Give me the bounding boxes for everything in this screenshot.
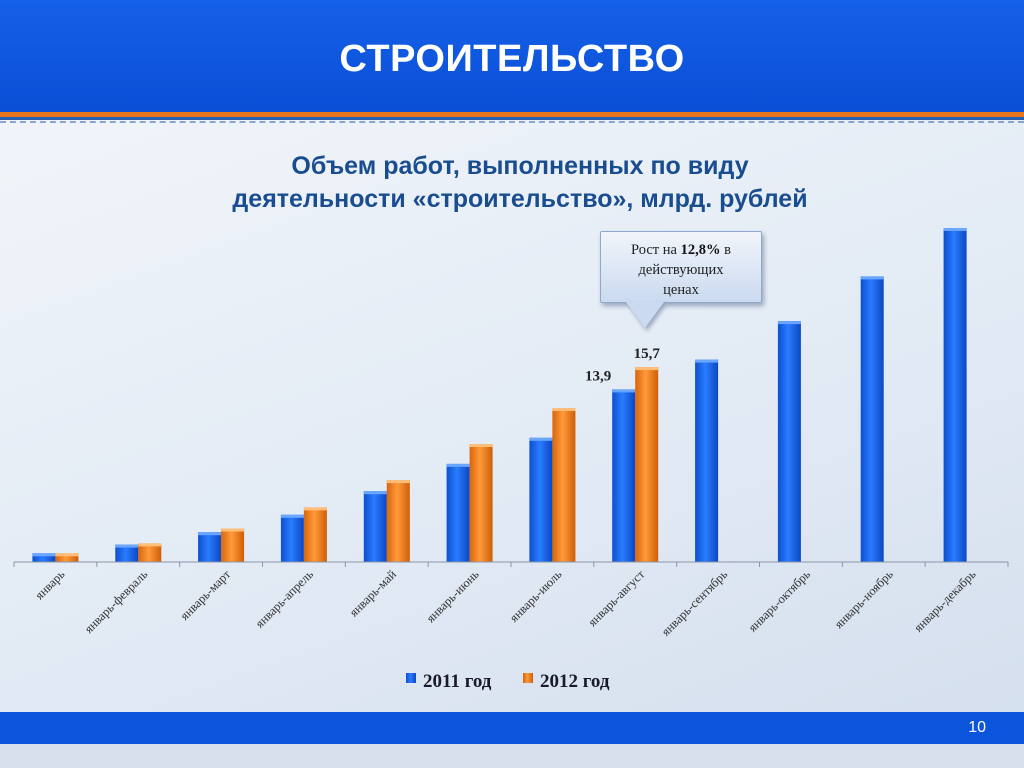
- bar-top-1-7: [635, 367, 659, 371]
- header-dashed-line: [0, 121, 1024, 123]
- x-tick-label-8: январь-сентябрь: [659, 567, 731, 639]
- legend-swatch-0: [406, 673, 416, 683]
- bar-top-0-4: [363, 491, 387, 495]
- bar-2011-8: [695, 359, 719, 562]
- data-label-0: 13,9: [585, 368, 611, 384]
- footer-bar: [0, 712, 1024, 744]
- bar-2011-9: [777, 321, 801, 562]
- bar-2011-7: [612, 389, 636, 562]
- chart-title-line-2: деятельности «строительство», млрд. рубл…: [232, 185, 808, 213]
- bar-2012-7: [635, 367, 659, 562]
- header-bar: [0, 0, 1024, 112]
- legend-swatch-1: [523, 673, 533, 683]
- bottom-band: [0, 744, 1024, 768]
- bar-top-1-4: [386, 480, 410, 484]
- bar-top-1-0: [55, 553, 79, 557]
- bar-top-0-3: [280, 514, 304, 518]
- x-tick-label-6: январь-июль: [507, 567, 565, 625]
- data-label-1: 15,7: [634, 346, 661, 362]
- bar-2011-11: [943, 228, 967, 562]
- x-tick-label-3: январь-апрель: [253, 567, 317, 631]
- x-tick-label-2: январь-март: [178, 567, 234, 623]
- bar-2011-3: [280, 514, 304, 562]
- x-tick-label-7: январь-август: [585, 567, 647, 629]
- bar-top-0-10: [860, 276, 884, 280]
- bar-top-1-5: [469, 444, 493, 447]
- bar-2012-6: [552, 408, 576, 562]
- bar-2012-3: [303, 507, 327, 562]
- bar-2012-1: [138, 543, 162, 562]
- x-tick-label-11: январь-декабрь: [911, 567, 979, 635]
- bar-top-0-7: [612, 389, 636, 393]
- bar-2011-10: [860, 276, 884, 562]
- bar-top-1-1: [138, 543, 162, 547]
- bar-top-0-1: [115, 544, 139, 548]
- bar-top-1-2: [221, 528, 245, 532]
- bar-top-1-6: [552, 408, 576, 411]
- bar-top-0-9: [777, 321, 801, 325]
- x-tick-label-0: январь: [32, 567, 67, 602]
- bar-2011-4: [363, 491, 387, 562]
- chart-title-line-1: Объем работ, выполненных по виду: [291, 152, 749, 180]
- bar-chart: январь январь-февраль январь-март январь-ап…: [13, 228, 1009, 692]
- bar-2011-2: [198, 532, 222, 562]
- bar-top-0-2: [198, 532, 222, 536]
- bar-2012-4: [386, 480, 410, 562]
- bar-2011-0: [32, 553, 56, 562]
- chart-title: Объем работ, выполненных по виду деятель…: [180, 150, 860, 216]
- bar-top-0-8: [695, 359, 719, 363]
- callout-line-3: ценах: [663, 282, 699, 298]
- legend-label-1: 2012 год: [540, 671, 610, 692]
- bar-2011-5: [446, 463, 470, 562]
- growth-callout: Рост на 12,8% в действующих ценах: [600, 231, 762, 303]
- bar-2012-5: [469, 444, 493, 562]
- bar-2012-0: [55, 553, 79, 562]
- bar-2011-1: [115, 544, 139, 562]
- callout-line-2: действующих: [638, 262, 724, 278]
- callout-value: 12,8%: [680, 242, 721, 258]
- bar-top-0-6: [529, 437, 553, 441]
- bar-top-0-11: [943, 228, 967, 231]
- x-tick-label-10: январь-ноябрь: [832, 567, 896, 631]
- header-orange-stripe: [0, 112, 1024, 117]
- header-blue-stripe: [0, 117, 1024, 120]
- x-tick-label-9: январь-октябрь: [746, 567, 814, 635]
- bar-top-0-5: [446, 463, 470, 467]
- bar-top-1-3: [303, 507, 327, 511]
- x-tick-label-5: январь-июнь: [424, 567, 482, 625]
- legend-label-0: 2011 год: [423, 671, 492, 692]
- bar-2012-2: [221, 528, 245, 562]
- page-number: 10: [968, 719, 986, 736]
- callout-prefix: Рост на: [631, 242, 681, 258]
- x-tick-label-1: январь-февраль: [82, 567, 151, 636]
- bar-top-0-0: [32, 553, 56, 557]
- bar-2011-6: [529, 437, 553, 562]
- callout-pointer: [626, 302, 664, 328]
- slide-title: СТРОИТЕЛЬСТВО: [339, 38, 685, 80]
- x-tick-label-4: январь-май: [347, 567, 399, 619]
- callout-suffix: в: [720, 242, 731, 258]
